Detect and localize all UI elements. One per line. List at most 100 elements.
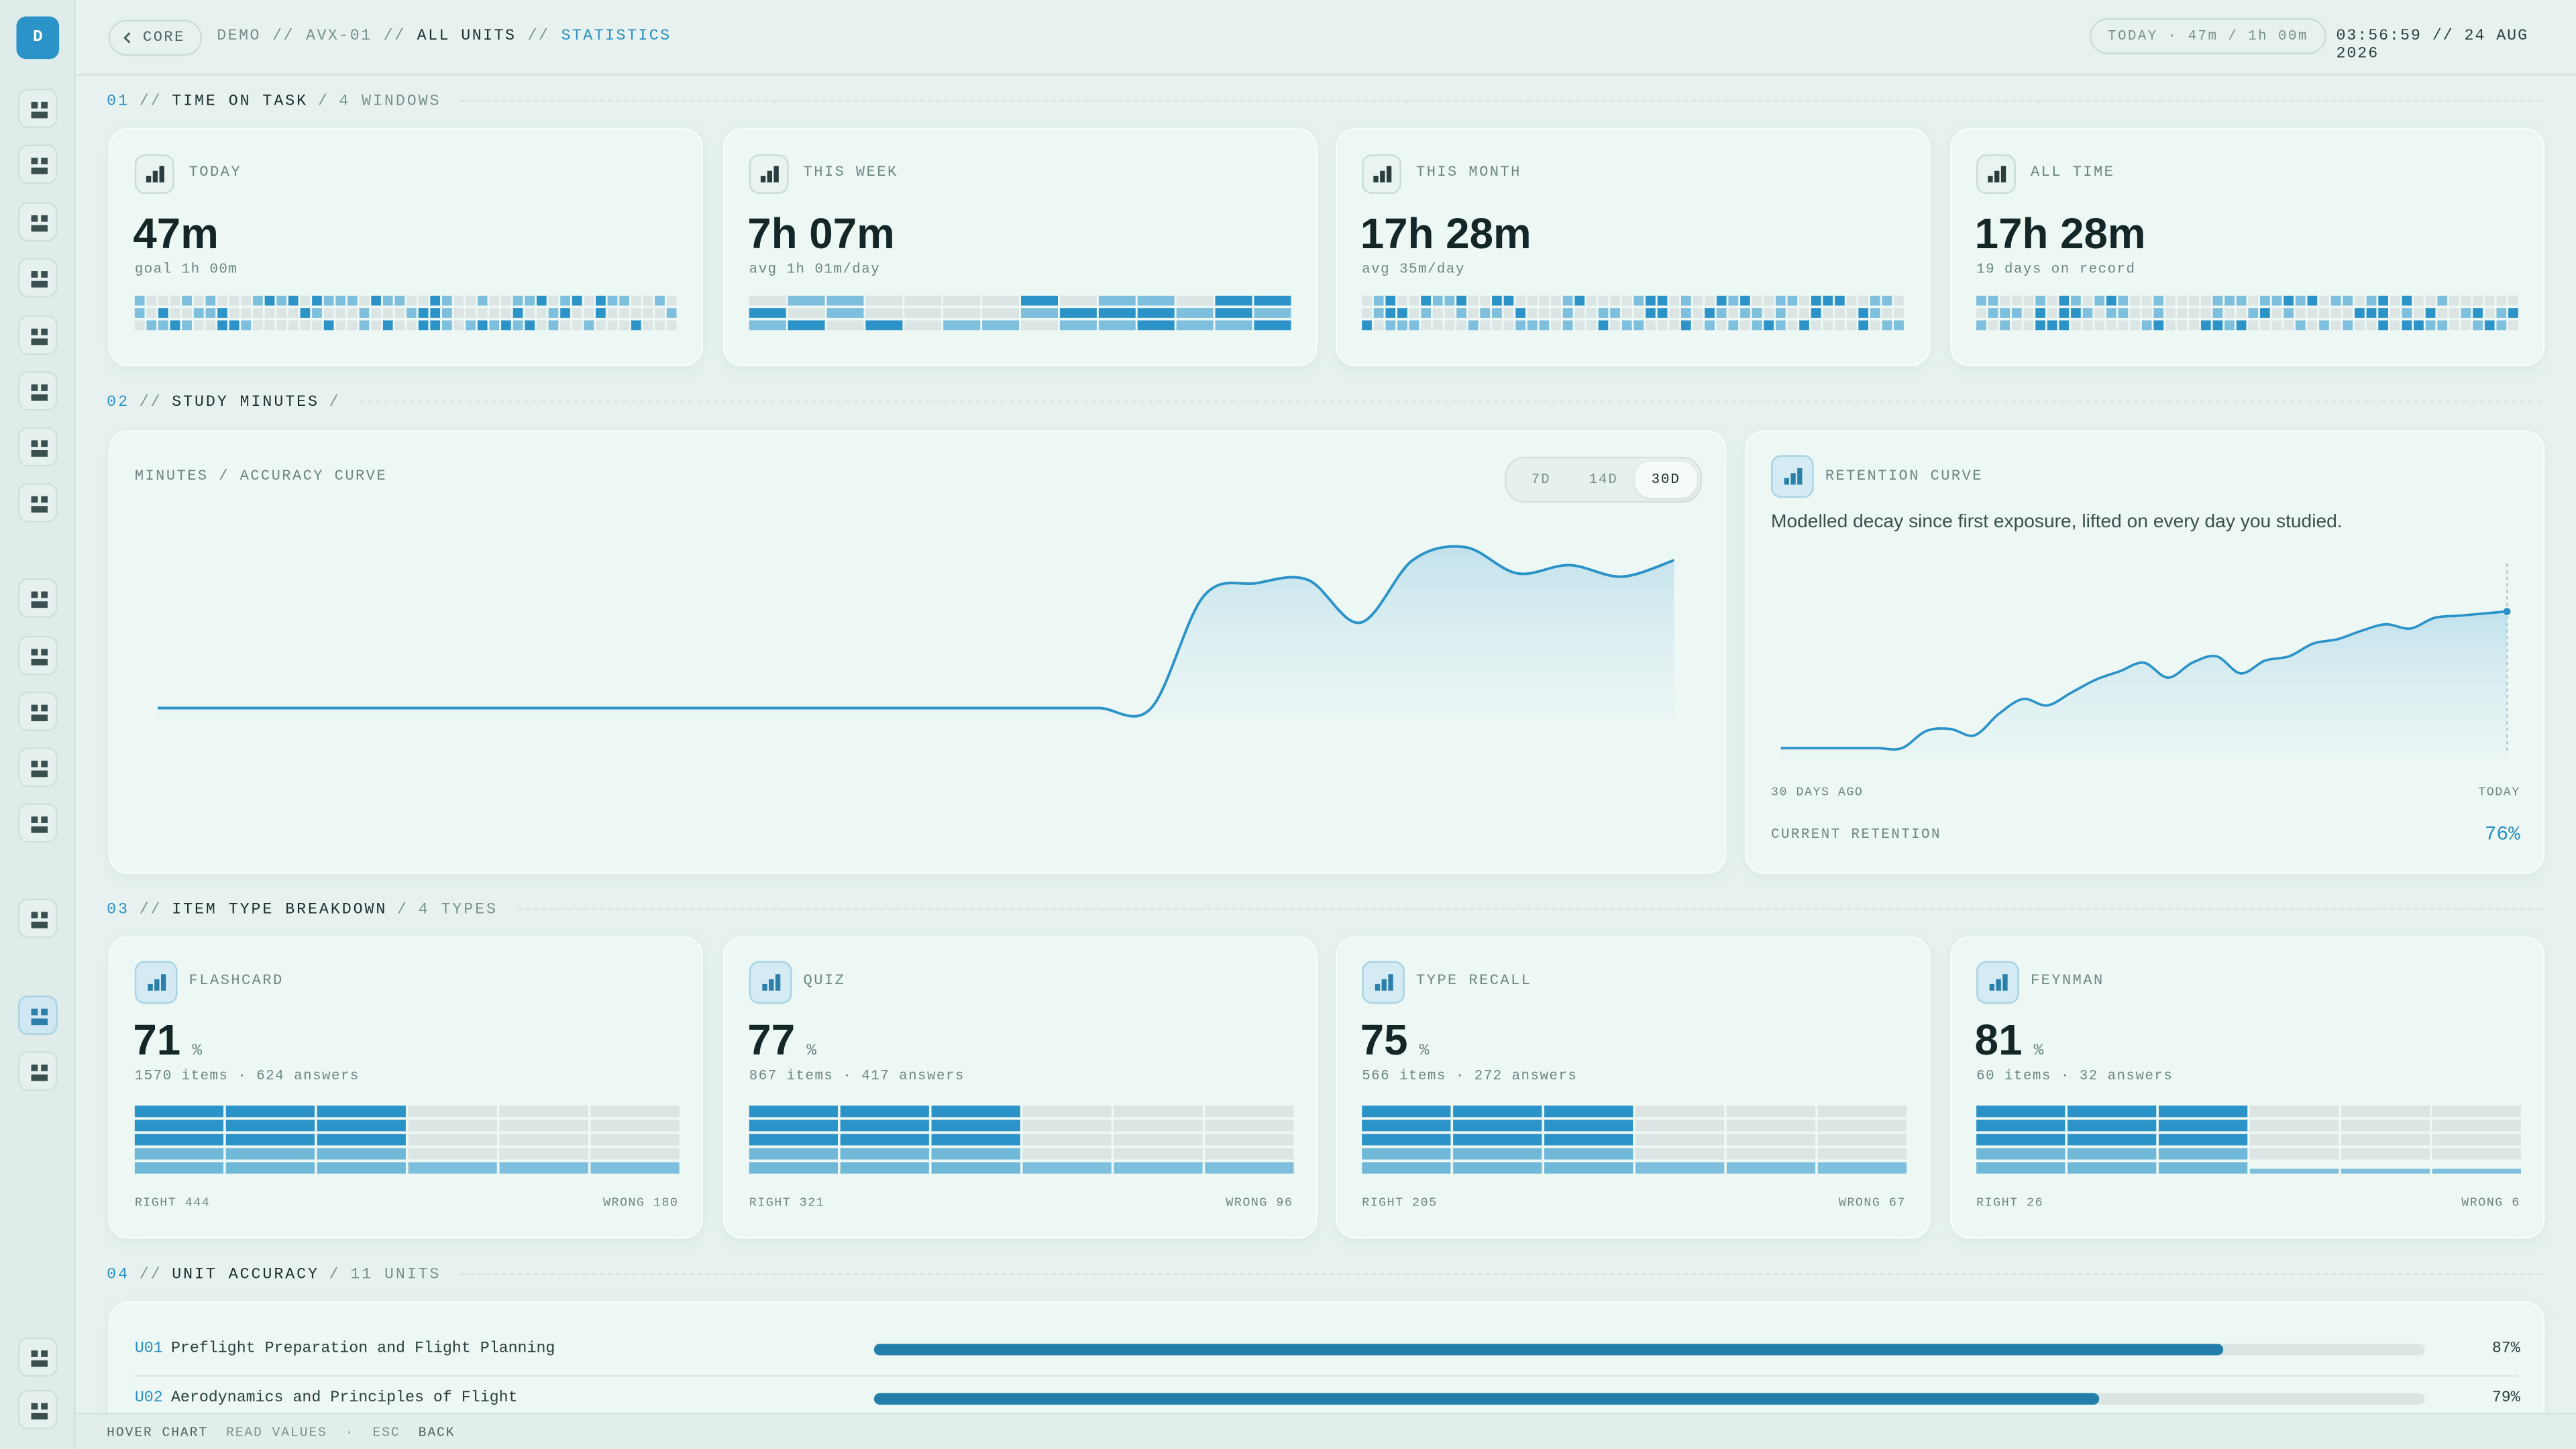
- heatmap-cell: [1562, 295, 1573, 306]
- nav-button[interactable]: [17, 578, 58, 618]
- heatmap-cell: [2508, 308, 2518, 318]
- heatmap-cell: [1728, 308, 1739, 318]
- heatmap-cell: [2248, 320, 2259, 331]
- heatmap-cell: [146, 320, 157, 331]
- heatmap-cell: [2106, 308, 2116, 318]
- heatmap-cell: [2000, 308, 2010, 318]
- heatmap-cell: [1775, 295, 1786, 306]
- heatmap-cell: [619, 320, 630, 331]
- heatmap-cell: [560, 308, 570, 318]
- nav-button[interactable]: [17, 996, 58, 1035]
- wrong-count: WRONG 67: [1838, 1197, 1906, 1211]
- heatmap-cell: [2378, 295, 2388, 306]
- time-sub: goal 1h 00m: [134, 261, 238, 278]
- heatmap-cell: [1492, 320, 1502, 331]
- heatmap-cell: [347, 320, 358, 331]
- nav-button[interactable]: [17, 803, 58, 843]
- heatmap-cell: [2106, 295, 2116, 306]
- back-button[interactable]: CORE: [108, 19, 202, 56]
- range-tab[interactable]: 14D: [1589, 471, 1618, 488]
- heatmap-cell: [1693, 320, 1703, 331]
- heatmap-cell: [2236, 308, 2247, 318]
- heatmap-cell: [182, 320, 192, 331]
- nav-button[interactable]: [17, 635, 58, 676]
- answer-block: [840, 1134, 929, 1146]
- range-tab[interactable]: 7D: [1531, 471, 1551, 488]
- breadcrumb-item[interactable]: ALL UNITS: [417, 26, 517, 45]
- heatmap-cell: [134, 308, 145, 318]
- answer-block: [1205, 1162, 1294, 1174]
- heatmap-cell: [2035, 295, 2045, 306]
- heatmap-cell: [619, 295, 630, 306]
- heatmap-cell: [2189, 308, 2200, 318]
- heatmap-cell: [359, 295, 370, 306]
- nav-button[interactable]: [17, 1337, 58, 1377]
- heatmap-cell: [1539, 308, 1550, 318]
- unit-code: U01: [134, 1338, 163, 1357]
- unit-label[interactable]: U01 Preflight Preparation and Flight Plan…: [135, 1339, 555, 1357]
- nav-button[interactable]: [17, 898, 58, 938]
- nav-button[interactable]: [17, 747, 58, 788]
- nav-button[interactable]: [17, 202, 58, 241]
- heatmap-cell: [1775, 320, 1786, 331]
- heatmap-cell: [241, 295, 252, 306]
- answer-block: [2432, 1134, 2521, 1146]
- section-number: 02: [107, 392, 130, 411]
- nav-button[interactable]: [17, 482, 58, 523]
- nav-button[interactable]: [17, 371, 58, 411]
- heatmap-cell: [943, 308, 981, 318]
- time-sub: 19 days on record: [1976, 261, 2136, 278]
- heatmap-cell: [2177, 308, 2188, 318]
- heatmap-cell: [1397, 295, 1407, 306]
- accuracy-unit: %: [192, 1043, 203, 1062]
- item-accuracy: 75%: [1360, 1015, 1430, 1066]
- heatmap-cell: [1551, 295, 1561, 306]
- nav-button[interactable]: [17, 427, 58, 467]
- back-label: CORE: [143, 30, 185, 46]
- heatmap-cell: [1858, 308, 1869, 318]
- icon-bar: [1994, 170, 2000, 182]
- item-card: TYPE RECALL 75% 566 items · 272 answers RIG…: [1336, 936, 1931, 1239]
- heatmap-cell: [1444, 320, 1455, 331]
- heatmap-cell: [2319, 320, 2329, 331]
- nav-button[interactable]: [17, 692, 58, 731]
- heatmap-cell: [2425, 295, 2436, 306]
- nav-button[interactable]: [17, 144, 58, 184]
- heatmap-cell: [1362, 295, 1372, 306]
- icon-box: [749, 961, 792, 1004]
- range-tab[interactable]: 30D: [1634, 462, 1697, 498]
- heatmap-cell: [453, 295, 464, 306]
- unit-label[interactable]: U02 Aerodynamics and Principles of Flight: [135, 1388, 518, 1406]
- nav-button[interactable]: [17, 89, 58, 129]
- heatmap-cell: [2508, 320, 2518, 331]
- heatmap-cell: [1823, 295, 1833, 306]
- nav-button[interactable]: [17, 315, 58, 355]
- heatmap-cell: [572, 308, 582, 318]
- nav-icon: [31, 704, 48, 722]
- heatmap-cell: [2319, 308, 2329, 318]
- time-sub: avg 35m/day: [1362, 261, 1465, 278]
- heatmap-cell: [1492, 308, 1502, 318]
- answer-block: [408, 1162, 497, 1174]
- breadcrumb-item[interactable]: AVX-01: [306, 26, 372, 45]
- heatmap-cell: [1764, 308, 1774, 318]
- answer-block: [749, 1148, 838, 1160]
- heatmap-cell: [1539, 320, 1550, 331]
- nav-button[interactable]: [17, 258, 58, 298]
- heatmap-cell: [146, 308, 157, 318]
- heatmap-cell: [1716, 320, 1727, 331]
- heatmap-cell: [323, 295, 334, 306]
- nav-button[interactable]: [17, 1389, 58, 1430]
- heatmap-cell: [2307, 308, 2318, 318]
- answer-block: [499, 1134, 588, 1146]
- answer-block: [2249, 1120, 2339, 1132]
- item-card: FEYNMAN 81% 60 items · 32 answers RIGHT 26 W…: [1949, 936, 2545, 1239]
- answer-block: [2249, 1106, 2339, 1118]
- heatmap-cell: [335, 320, 346, 331]
- heatmap-cell: [2295, 308, 2306, 318]
- answer-blocks: [749, 1106, 1294, 1174]
- heatmap-cell: [904, 295, 942, 306]
- nav-button[interactable]: [17, 1051, 58, 1091]
- breadcrumb-item[interactable]: DEMO: [217, 26, 261, 45]
- heatmap-cell: [1846, 308, 1857, 318]
